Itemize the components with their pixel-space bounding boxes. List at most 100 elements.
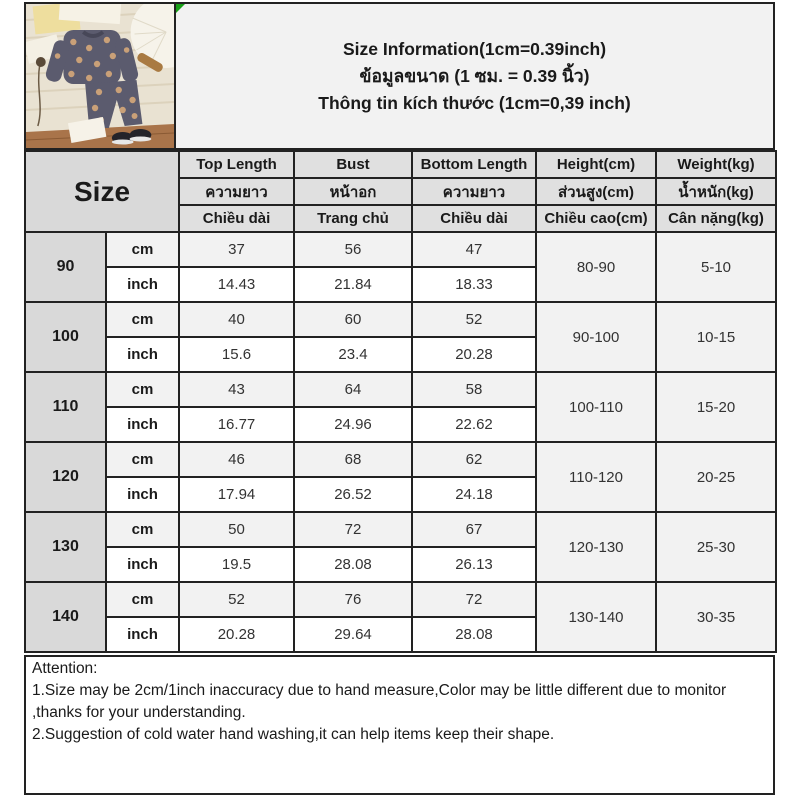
value-cell: 24.18 xyxy=(411,476,537,513)
attention-title: Attention: xyxy=(32,660,98,677)
product-photo xyxy=(24,2,176,150)
value-cell: 24.96 xyxy=(293,406,413,443)
value-cell: 62 xyxy=(411,441,537,478)
weight-range-cell: 20-25 xyxy=(655,441,777,513)
size-cell-130: 130 xyxy=(24,511,107,583)
weight-range-cell: 30-35 xyxy=(655,581,777,653)
table-row: inch 20.28 29.64 28.08 xyxy=(25,616,776,653)
unit-cell: inch xyxy=(105,546,180,583)
col-bottom-length-th: ความยาว xyxy=(411,177,537,206)
unit-cell: inch xyxy=(105,406,180,443)
col-bottom-length-vi: Chiều dài xyxy=(411,204,537,233)
value-cell: 40 xyxy=(178,301,295,338)
value-cell: 22.62 xyxy=(411,406,537,443)
height-range-cell: 130-140 xyxy=(535,581,657,653)
table-row: inch 15.6 23.4 20.28 xyxy=(25,336,776,373)
value-cell: 56 xyxy=(293,231,413,268)
size-cell-90: 90 xyxy=(24,231,107,303)
green-corner-flag-icon xyxy=(176,4,185,13)
value-cell: 58 xyxy=(411,371,537,408)
weight-range-cell: 15-20 xyxy=(655,371,777,443)
title-vietnamese: Thông tin kích thước (1cm=0,39 inch) xyxy=(318,93,631,113)
unit-cell: cm xyxy=(105,301,180,338)
size-cell-100: 100 xyxy=(24,301,107,373)
col-bust-th: หน้าอก xyxy=(293,177,413,206)
value-cell: 23.4 xyxy=(293,336,413,373)
value-cell: 16.77 xyxy=(178,406,295,443)
value-cell: 60 xyxy=(293,301,413,338)
value-cell: 19.5 xyxy=(178,546,295,583)
col-weight-en: Weight(kg) xyxy=(655,150,777,179)
unit-cell: inch xyxy=(105,616,180,653)
value-cell: 72 xyxy=(293,511,413,548)
weight-range-cell: 25-30 xyxy=(655,511,777,583)
value-cell: 20.28 xyxy=(178,616,295,653)
value-cell: 29.64 xyxy=(293,616,413,653)
size-table: Size Top Length Bust Bottom Length Heigh… xyxy=(24,150,777,653)
value-cell: 26.13 xyxy=(411,546,537,583)
unit-cell: cm xyxy=(105,371,180,408)
value-cell: 52 xyxy=(411,301,537,338)
value-cell: 28.08 xyxy=(411,616,537,653)
height-range-cell: 90-100 xyxy=(535,301,657,373)
col-weight-th: น้ำหนัก(kg) xyxy=(655,177,777,206)
value-cell: 37 xyxy=(178,231,295,268)
col-height-vi: Chiều cao(cm) xyxy=(535,204,657,233)
height-range-cell: 80-90 xyxy=(535,231,657,303)
col-top-length-en: Top Length xyxy=(178,150,295,179)
value-cell: 26.52 xyxy=(293,476,413,513)
unit-cell: cm xyxy=(105,231,180,268)
size-table-header: Size Top Length Bust Bottom Length Heigh… xyxy=(24,150,777,233)
value-cell: 14.43 xyxy=(178,266,295,303)
table-row: 130 cm 50 72 67 120-130 25-30 xyxy=(24,511,777,583)
table-row: 140 cm 52 76 72 130-140 30-35 xyxy=(24,581,777,653)
attention-line: 2.Suggestion of cold water hand washing,… xyxy=(32,726,555,743)
table-row: 90 cm 37 56 47 80-90 5-10 xyxy=(24,231,777,303)
table-row: 100 cm 40 60 52 90-100 10-15 xyxy=(24,301,777,373)
col-weight-vi: Cân nặng(kg) xyxy=(655,204,777,233)
col-top-length-th: ความยาว xyxy=(178,177,295,206)
size-header-cell: Size xyxy=(24,150,180,233)
value-cell: 46 xyxy=(178,441,295,478)
unit-cell: inch xyxy=(105,476,180,513)
col-bust-vi: Trang chủ xyxy=(293,204,413,233)
title-thai: ข้อมูลขนาด (1 ซม. = 0.39 นิ้ว) xyxy=(359,66,590,86)
unit-cell: inch xyxy=(105,266,180,303)
attention-line: ,thanks for your understanding. xyxy=(32,704,246,721)
col-top-length-vi: Chiều dài xyxy=(178,204,295,233)
attention-line: 1.Size may be 2cm/1inch inaccuracy due t… xyxy=(32,682,727,699)
value-cell: 20.28 xyxy=(411,336,537,373)
value-cell: 72 xyxy=(411,581,537,618)
table-row: 110 cm 43 64 58 100-110 15-20 xyxy=(24,371,777,443)
value-cell: 50 xyxy=(178,511,295,548)
product-photo-illustration xyxy=(26,4,174,148)
value-cell: 47 xyxy=(411,231,537,268)
weight-range-cell: 5-10 xyxy=(655,231,777,303)
height-range-cell: 120-130 xyxy=(535,511,657,583)
title-block: Size Information(1cm=0.39inch) ข้อมูลขนา… xyxy=(176,2,775,150)
size-chart-page: Size Information(1cm=0.39inch) ข้อมูลขนา… xyxy=(24,2,777,795)
unit-cell: inch xyxy=(105,336,180,373)
table-row: 120 cm 46 68 62 110-120 20-25 xyxy=(24,441,777,513)
value-cell: 28.08 xyxy=(293,546,413,583)
col-height-th: ส่วนสูง(cm) xyxy=(535,177,657,206)
value-cell: 76 xyxy=(293,581,413,618)
height-range-cell: 100-110 xyxy=(535,371,657,443)
table-row: inch 19.5 28.08 26.13 xyxy=(25,546,776,583)
size-cell-140: 140 xyxy=(24,581,107,653)
size-cell-120: 120 xyxy=(24,441,107,513)
value-cell: 68 xyxy=(293,441,413,478)
title-english: Size Information(1cm=0.39inch) xyxy=(342,39,607,59)
value-cell: 67 xyxy=(411,511,537,548)
value-cell: 64 xyxy=(293,371,413,408)
table-row: inch 16.77 24.96 22.62 xyxy=(25,406,776,443)
height-range-cell: 110-120 xyxy=(535,441,657,513)
weight-range-cell: 10-15 xyxy=(655,301,777,373)
value-cell: 15.6 xyxy=(178,336,295,373)
unit-cell: cm xyxy=(105,441,180,478)
top-section: Size Information(1cm=0.39inch) ข้อมูลขนา… xyxy=(24,2,775,150)
col-bust-en: Bust xyxy=(293,150,413,179)
unit-cell: cm xyxy=(105,581,180,618)
value-cell: 17.94 xyxy=(178,476,295,513)
value-cell: 18.33 xyxy=(411,266,537,303)
